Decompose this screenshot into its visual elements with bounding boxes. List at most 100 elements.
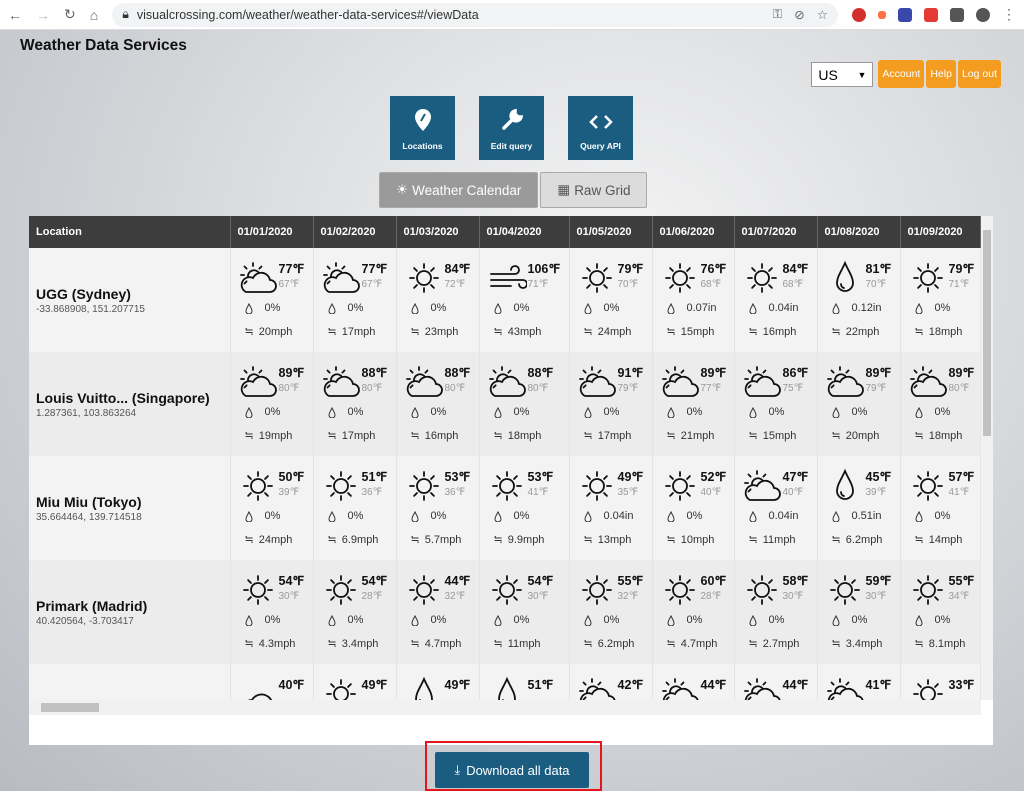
location-cell[interactable]: Primark (Madrid) 40.420564, -3.703417 <box>29 560 231 664</box>
day-cell[interactable]: 91℉ 79℉ 0% ≒ 17mph <box>569 352 653 456</box>
day-cell[interactable]: 86℉ 75℉ 0% ≒ 15mph <box>734 352 818 456</box>
reload-icon[interactable]: ↻ <box>64 6 76 22</box>
day-cell[interactable]: 77℉ 67℉ 0% ≒ 20mph <box>230 248 314 352</box>
day-cell[interactable]: 44℉ <box>734 664 818 700</box>
menu-icon[interactable]: ⋮ <box>1002 6 1016 22</box>
vertical-scrollbar[interactable] <box>981 216 993 700</box>
extension-icon[interactable] <box>898 7 912 22</box>
temp-min: 32℉ <box>617 591 639 602</box>
locations-button[interactable]: Locations <box>390 96 455 160</box>
help-button[interactable]: Help <box>926 60 956 88</box>
day-cell[interactable]: 88℉ 80℉ 0% ≒ 17mph <box>313 352 397 456</box>
wind-icon: ≒ <box>327 430 337 442</box>
weather-table-panel: Location 01/01/2020 01/02/2020 01/03/2020 01… <box>29 216 993 745</box>
extension-icon[interactable] <box>852 7 866 22</box>
day-cell[interactable]: 59℉ 30℉ 0% ≒ 3.4mph <box>817 560 901 664</box>
location-cell[interactable]: UGG (Sydney) -33.868908, 151.207715 <box>29 248 231 352</box>
back-icon[interactable]: ← <box>8 6 22 23</box>
day-cell[interactable]: 42℉ <box>569 664 653 700</box>
account-button[interactable]: Account <box>878 60 925 88</box>
wind-icon: ≒ <box>244 638 254 650</box>
extension-icon[interactable] <box>924 7 938 22</box>
eye-off-icon[interactable]: ⊘ <box>794 8 805 22</box>
column-header-date: 01/01/2020 <box>230 216 314 248</box>
edit-query-button[interactable]: Edit query <box>479 96 544 160</box>
day-cell[interactable]: 50℉ 39℉ 0% ≒ 24mph <box>230 456 314 560</box>
day-cell[interactable]: 44℉ 32℉ 0% ≒ 4.7mph <box>396 560 480 664</box>
day-cell[interactable]: 106℉ 71℉ 0% ≒ 43mph <box>479 248 570 352</box>
day-cell[interactable]: 76℉ 68℉ 0.07in ≒ 15mph <box>652 248 735 352</box>
clear-icon <box>408 471 439 501</box>
droplet-icon <box>748 406 757 418</box>
day-cell[interactable]: 79℉ 70℉ 0% ≒ 24mph <box>569 248 653 352</box>
day-cell[interactable]: 49℉ <box>313 664 397 700</box>
day-cell[interactable]: 84℉ 72℉ 0% ≒ 23mph <box>396 248 480 352</box>
weather-calendar-tab[interactable]: ☀ Weather Calendar <box>379 172 539 208</box>
key-icon[interactable]: ⚿ <box>772 7 783 21</box>
temp-max: 51℉ <box>527 678 554 692</box>
day-cell[interactable]: 41℉ <box>817 664 901 700</box>
raw-grid-tab[interactable]: ▦ Raw Grid <box>540 172 648 208</box>
profile-icon[interactable] <box>976 7 990 22</box>
temp-max: 54℉ <box>527 574 554 588</box>
query-api-button[interactable]: Query API <box>568 96 633 160</box>
day-cell[interactable]: 60℉ 28℉ 0% ≒ 4.7mph <box>652 560 735 664</box>
day-cell[interactable]: 55℉ 32℉ 0% ≒ 6.2mph <box>569 560 653 664</box>
droplet-icon <box>244 406 253 418</box>
day-cell[interactable]: 45℉ 39℉ 0.51in ≒ 6.2mph <box>817 456 901 560</box>
forward-icon[interactable]: → <box>36 6 50 23</box>
horizontal-scrollbar[interactable] <box>29 700 981 715</box>
unit-select[interactable]: US ▼ <box>811 62 874 87</box>
rain-icon <box>497 676 516 700</box>
day-cell[interactable]: 79℉ 71℉ 0% ≒ 18mph <box>900 248 981 352</box>
day-cell[interactable]: 54℉ 30℉ 0% ≒ 4.3mph <box>230 560 314 664</box>
droplet-icon <box>327 614 336 626</box>
download-all-button[interactable]: ⤓ Download all data <box>435 752 589 788</box>
temp-max: 53℉ <box>444 470 471 484</box>
download-highlight: ⤓ Download all data <box>425 741 602 791</box>
day-cell[interactable]: 49℉ 35℉ 0.04in ≒ 13mph <box>569 456 653 560</box>
wind-icon: ≒ <box>583 534 593 546</box>
day-cell[interactable]: 89℉ 77℉ 0% ≒ 21mph <box>652 352 735 456</box>
day-cell[interactable]: 88℉ 80℉ 0% ≒ 16mph <box>396 352 480 456</box>
day-cell[interactable]: 33℉ <box>900 664 981 700</box>
location-cell[interactable]: Louis Vuitto... (Singapore) 1.287361, 103… <box>29 352 231 456</box>
address-bar[interactable]: 🔒︎ visualcrossing.com/weather/weather-da… <box>112 2 838 27</box>
day-cell[interactable]: 88℉ 80℉ 0% ≒ 18mph <box>479 352 570 456</box>
day-cell[interactable]: 58℉ 30℉ 0% ≒ 2.7mph <box>734 560 818 664</box>
day-cell[interactable]: 54℉ 30℉ 0% ≒ 11mph <box>479 560 570 664</box>
day-cell[interactable]: 52℉ 40℉ 0% ≒ 10mph <box>652 456 735 560</box>
day-cell[interactable]: 89℉ 80℉ 0% ≒ 19mph <box>230 352 314 456</box>
day-cell[interactable]: 44℉ <box>652 664 735 700</box>
day-cell[interactable]: 51℉ 36℉ 0% ≒ 6.9mph <box>313 456 397 560</box>
day-cell[interactable]: 89℉ 79℉ 0% ≒ 20mph <box>817 352 901 456</box>
day-cell[interactable]: 81℉ 70℉ 0.12in ≒ 22mph <box>817 248 901 352</box>
precipitation: 0% <box>264 510 281 522</box>
day-cell[interactable]: 55℉ 34℉ 0% ≒ 8.1mph <box>900 560 981 664</box>
logout-button[interactable]: Log out <box>957 60 1001 88</box>
location-cell[interactable] <box>29 664 231 700</box>
temp-min: 79℉ <box>865 383 887 394</box>
day-cell[interactable]: 77℉ 67℉ 0% ≒ 17mph <box>313 248 397 352</box>
temp-min: 39℉ <box>865 487 887 498</box>
droplet-icon <box>493 302 502 314</box>
day-cell[interactable]: 47℉ 40℉ 0.04in ≒ 11mph <box>734 456 818 560</box>
day-cell[interactable]: 89℉ 80℉ 0% ≒ 18mph <box>900 352 981 456</box>
day-cell[interactable]: 53℉ 41℉ 0% ≒ 9.9mph <box>479 456 570 560</box>
temp-min: 67℉ <box>361 279 383 290</box>
puzzle-icon[interactable] <box>950 7 964 22</box>
day-cell[interactable]: 49℉ <box>396 664 480 700</box>
day-cell[interactable]: 84℉ 68℉ 0.04in ≒ 16mph <box>734 248 818 352</box>
extension-icon[interactable] <box>878 10 886 19</box>
day-cell[interactable]: 51℉ <box>479 664 570 700</box>
day-cell[interactable]: 53℉ 36℉ 0% ≒ 5.7mph <box>396 456 480 560</box>
location-cell[interactable]: Miu Miu (Tokyo) 35.664464, 139.714518 <box>29 456 231 560</box>
day-cell[interactable]: 54℉ 28℉ 0% ≒ 3.4mph <box>313 560 397 664</box>
star-icon[interactable]: ☆ <box>816 8 828 22</box>
home-icon[interactable]: ⌂ <box>89 6 99 23</box>
wind-icon: ≒ <box>831 326 841 338</box>
day-cell[interactable]: 40℉ <box>230 664 314 700</box>
chevron-down-icon: ▼ <box>857 69 867 80</box>
day-cell[interactable]: 57℉ 41℉ 0% ≒ 14mph <box>900 456 981 560</box>
temp-max: 60℉ <box>700 574 727 588</box>
